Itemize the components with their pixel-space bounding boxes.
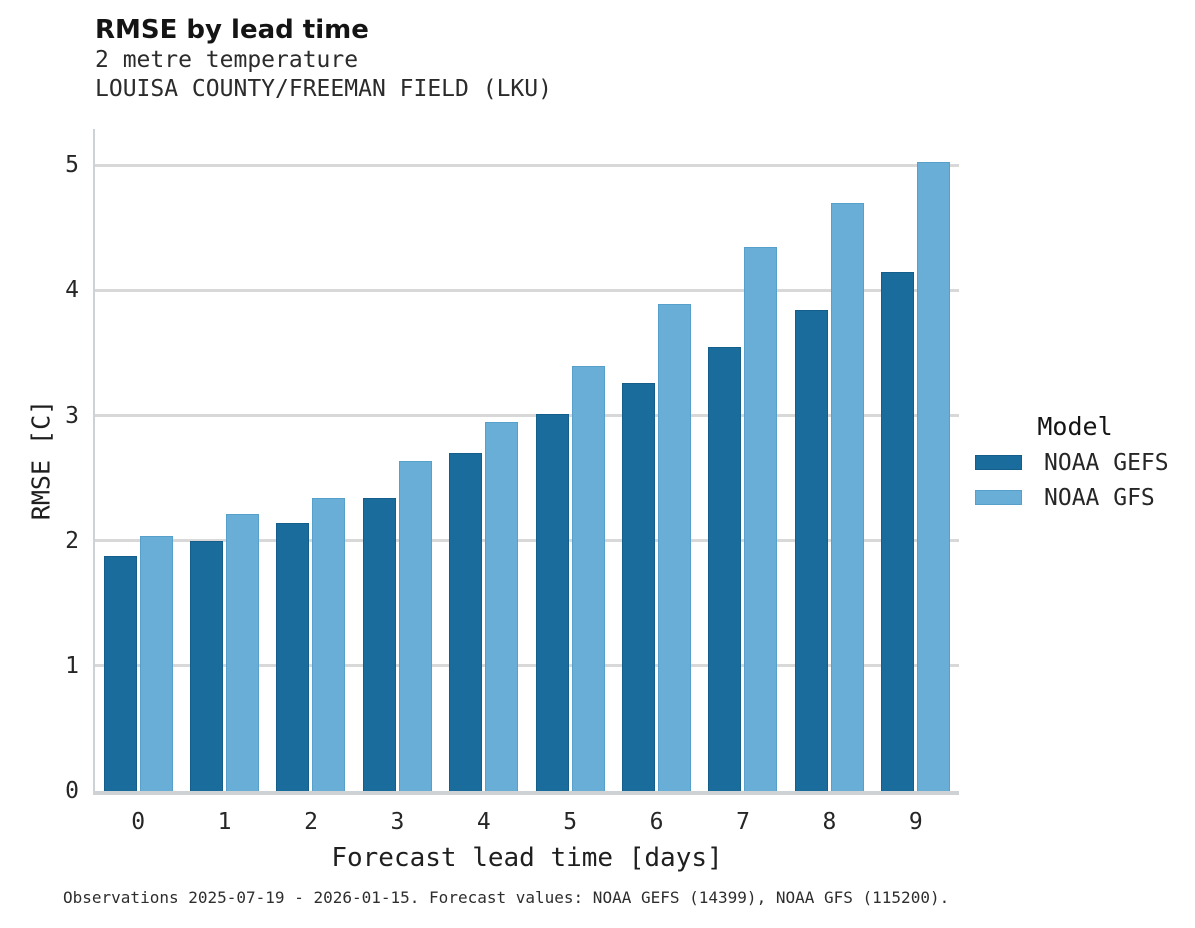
bar-group-1 [181, 129, 267, 791]
bar-group-9 [873, 129, 959, 791]
y-tick-label-3: 3 [65, 402, 79, 429]
x-tick-label-5: 5 [563, 809, 578, 835]
legend: Model NOAA GEFS NOAA GFS [975, 412, 1185, 525]
page-title: RMSE by lead time [95, 15, 369, 45]
title-block: RMSE by lead time 2 metre temperature LO… [95, 14, 552, 104]
bar-noaa-gfs-day9 [917, 161, 951, 791]
x-tick-label-7: 7 [736, 809, 750, 835]
bar-group-7 [700, 129, 786, 791]
gridline-y1 [95, 664, 959, 668]
footer-note: Observations 2025-07-19 - 2026-01-15. Fo… [63, 888, 950, 907]
bar-group-0 [95, 129, 181, 791]
bar-noaa-gefs-day4 [449, 453, 483, 791]
legend-item-label: NOAA GFS [1044, 484, 1155, 511]
bar-noaa-gefs-day7 [708, 346, 742, 791]
bar-group-5 [527, 129, 613, 791]
bar-noaa-gefs-day5 [535, 414, 569, 791]
y-axis-label: RMSE [C] [26, 399, 56, 521]
bar-noaa-gfs-day6 [658, 304, 692, 791]
bar-noaa-gfs-day2 [312, 498, 346, 791]
bar-group-4 [441, 129, 527, 791]
y-tick-label-1: 1 [65, 652, 79, 679]
y-tick-label-5: 5 [65, 152, 79, 179]
gridline-y4 [95, 288, 959, 292]
x-tick-label-8: 8 [822, 809, 837, 835]
x-tick-label-0: 0 [131, 809, 146, 835]
bar-group-6 [613, 129, 699, 791]
legend-item-label: NOAA GEFS [1044, 449, 1169, 476]
gridline-y3 [95, 414, 959, 418]
legend-item-noaa-gfs: NOAA GFS [975, 485, 1185, 511]
noaa-gfs-swatch [975, 490, 1022, 505]
bar-noaa-gfs-day0 [139, 535, 173, 791]
station-name: LOUISA COUNTY/FREEMAN FIELD (LKU) [95, 76, 552, 102]
plot-area: Forecast lead time [days] 0 1 2 3 4 5 0 1 2 3 4 5 6 7… [65, 129, 959, 873]
x-axis-label: Forecast lead time [days] [331, 843, 723, 873]
bar-noaa-gefs-day1 [190, 540, 224, 791]
bar-noaa-gefs-day6 [622, 383, 656, 791]
bar-noaa-gefs-day0 [103, 555, 137, 791]
bar-noaa-gfs-day3 [398, 460, 432, 791]
bar-noaa-gfs-day5 [571, 365, 605, 791]
x-tick-label-9: 9 [908, 809, 923, 835]
y-tick-label-2: 2 [65, 527, 79, 554]
bar-group-8 [786, 129, 872, 791]
x-tick-label-2: 2 [304, 809, 318, 835]
bar-group-3 [354, 129, 440, 791]
x-tick-label-1: 1 [217, 809, 232, 835]
bar-group-2 [268, 129, 354, 791]
bar-noaa-gefs-day8 [794, 310, 828, 791]
bar-noaa-gfs-day8 [830, 202, 864, 791]
chart-subtitle: 2 metre temperature [95, 47, 359, 73]
y-tick-label-0: 0 [65, 778, 79, 804]
bar-noaa-gefs-day2 [276, 523, 310, 791]
legend-item-noaa-gefs: NOAA GEFS [975, 450, 1185, 476]
x-tick-label-3: 3 [390, 809, 405, 835]
x-tick-label-4: 4 [476, 809, 491, 835]
bar-noaa-gfs-day4 [485, 421, 519, 791]
noaa-gefs-swatch [975, 455, 1022, 470]
bar-noaa-gefs-day9 [881, 271, 915, 791]
x-tick-label-6: 6 [649, 809, 664, 835]
y-tick-label-4: 4 [65, 277, 79, 304]
bar-noaa-gefs-day3 [362, 498, 396, 791]
legend-title: Model [1037, 412, 1113, 441]
bar-noaa-gfs-day7 [744, 246, 778, 791]
gridline-y2 [95, 539, 959, 543]
gridline-y5 [95, 163, 959, 167]
bar-noaa-gfs-day1 [226, 514, 260, 791]
